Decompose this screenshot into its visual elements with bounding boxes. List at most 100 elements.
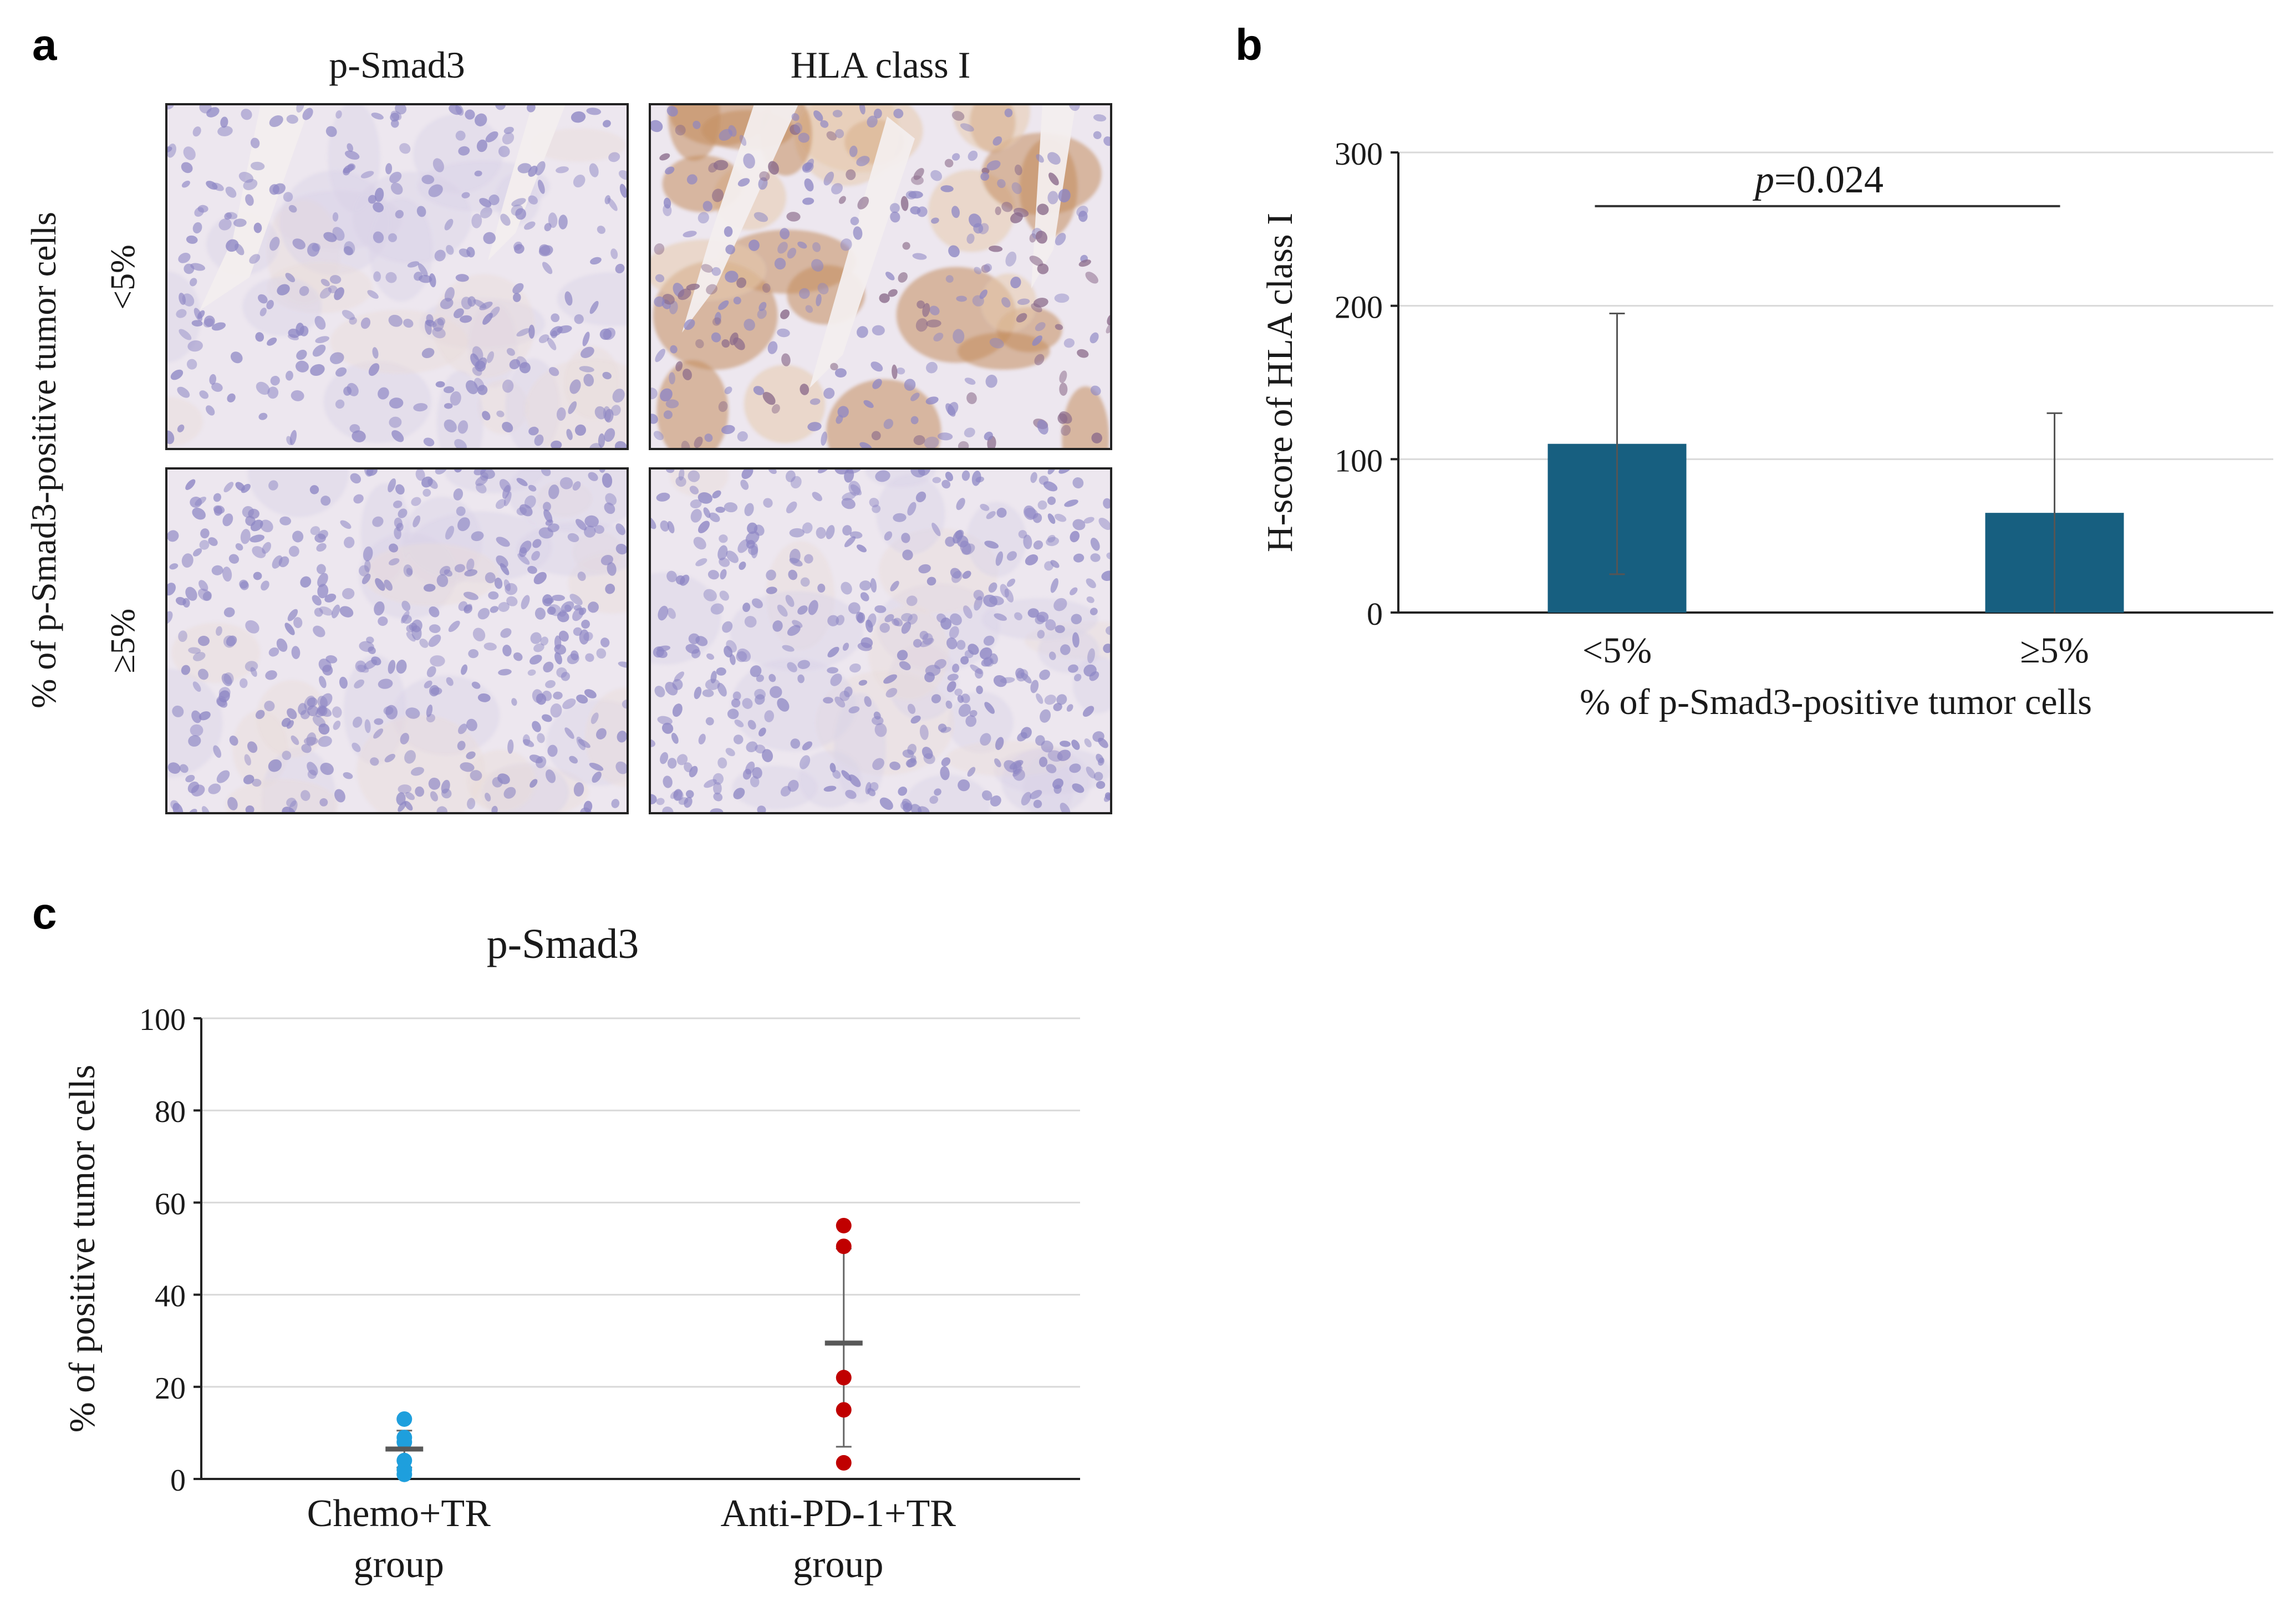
nucleus xyxy=(990,795,1001,807)
nucleus xyxy=(812,492,822,502)
nucleus xyxy=(890,211,900,223)
nucleus xyxy=(717,682,727,697)
nucleus xyxy=(444,569,452,577)
nucleus xyxy=(1057,749,1071,761)
nucleus xyxy=(543,509,553,523)
nucleus xyxy=(1049,651,1056,660)
nucleus xyxy=(615,263,625,274)
nucleus xyxy=(712,773,724,785)
nucleus xyxy=(821,431,827,446)
nucleus xyxy=(256,381,270,395)
nucleus xyxy=(503,491,512,507)
nucleus xyxy=(579,366,594,373)
nucleus xyxy=(343,167,350,176)
nucleus xyxy=(712,317,721,326)
nucleus xyxy=(715,507,725,513)
nucleus xyxy=(615,523,625,535)
nucleus xyxy=(441,779,450,794)
nucleus xyxy=(426,666,436,677)
nucleus xyxy=(1046,764,1057,773)
nucleus xyxy=(335,110,342,119)
nucleus xyxy=(873,711,881,720)
nucleus xyxy=(390,113,400,122)
y-axis-label: % of positive tumor cells xyxy=(62,1065,103,1433)
nucleus xyxy=(206,405,215,416)
nucleus xyxy=(663,197,671,209)
nucleus xyxy=(312,243,321,252)
nucleus xyxy=(856,156,870,166)
nucleus xyxy=(706,653,715,660)
nucleus xyxy=(405,792,415,800)
nucleus xyxy=(170,800,180,810)
nucleus xyxy=(248,508,259,519)
nucleus xyxy=(477,693,491,702)
nucleus xyxy=(440,298,454,309)
nucleus xyxy=(695,339,704,349)
nucleus xyxy=(206,107,220,118)
nucleus xyxy=(838,196,846,204)
nucleus xyxy=(496,410,505,417)
nucleus xyxy=(872,325,885,336)
nucleus xyxy=(777,242,788,254)
x-tick-label: ≥5% xyxy=(2020,630,2089,671)
nucleus xyxy=(1046,537,1060,547)
nucleus xyxy=(884,614,894,623)
nucleus xyxy=(301,744,312,753)
micrograph-frame xyxy=(165,103,629,450)
nucleus xyxy=(750,665,762,677)
nucleus xyxy=(319,693,333,707)
nucleus xyxy=(763,498,773,508)
nucleus xyxy=(1014,612,1022,621)
nucleus xyxy=(788,569,798,580)
nucleus xyxy=(995,206,1001,216)
nucleus xyxy=(253,572,262,580)
nucleus xyxy=(823,171,834,186)
nucleus xyxy=(951,111,965,121)
nucleus xyxy=(1020,727,1032,739)
nucleus xyxy=(250,519,263,532)
nucleus xyxy=(1029,256,1043,267)
stroma-patch xyxy=(557,272,628,327)
nucleus xyxy=(782,645,795,652)
nucleus xyxy=(292,238,306,249)
nucleus xyxy=(767,341,778,354)
nucleus xyxy=(286,370,293,381)
nucleus xyxy=(863,400,874,408)
nucleus xyxy=(398,508,408,518)
nucleus xyxy=(539,244,551,256)
nucleus xyxy=(741,468,754,479)
nucleus xyxy=(316,543,327,552)
nucleus xyxy=(578,608,587,615)
nucleus xyxy=(567,653,579,665)
nucleus xyxy=(542,262,553,274)
nucleus xyxy=(299,325,309,336)
nucleus xyxy=(785,470,796,482)
nucleus xyxy=(444,419,457,433)
nucleus xyxy=(654,686,665,697)
nucleus xyxy=(363,546,373,562)
nucleus xyxy=(951,206,960,218)
nucleus xyxy=(897,650,908,661)
nucleus xyxy=(698,521,710,533)
nucleus xyxy=(241,109,252,120)
nucleus xyxy=(479,302,493,310)
nucleus xyxy=(349,424,360,433)
nucleus xyxy=(884,531,893,541)
nucleus xyxy=(502,132,515,145)
nucleus xyxy=(857,642,872,651)
nucleus xyxy=(398,784,412,794)
nucleus xyxy=(235,482,245,491)
nucleus xyxy=(195,496,207,506)
nucleus xyxy=(733,734,744,744)
nucleus xyxy=(840,238,852,251)
nucleus xyxy=(834,368,847,378)
nucleus xyxy=(979,647,992,660)
nucleus xyxy=(307,242,320,257)
nucleus xyxy=(614,441,627,449)
nucleus xyxy=(240,581,249,590)
nucleus xyxy=(584,515,599,528)
nucleus xyxy=(495,499,506,509)
nucleus xyxy=(686,283,700,290)
x-tick-label: <5% xyxy=(1582,630,1652,671)
nucleus xyxy=(534,434,544,446)
